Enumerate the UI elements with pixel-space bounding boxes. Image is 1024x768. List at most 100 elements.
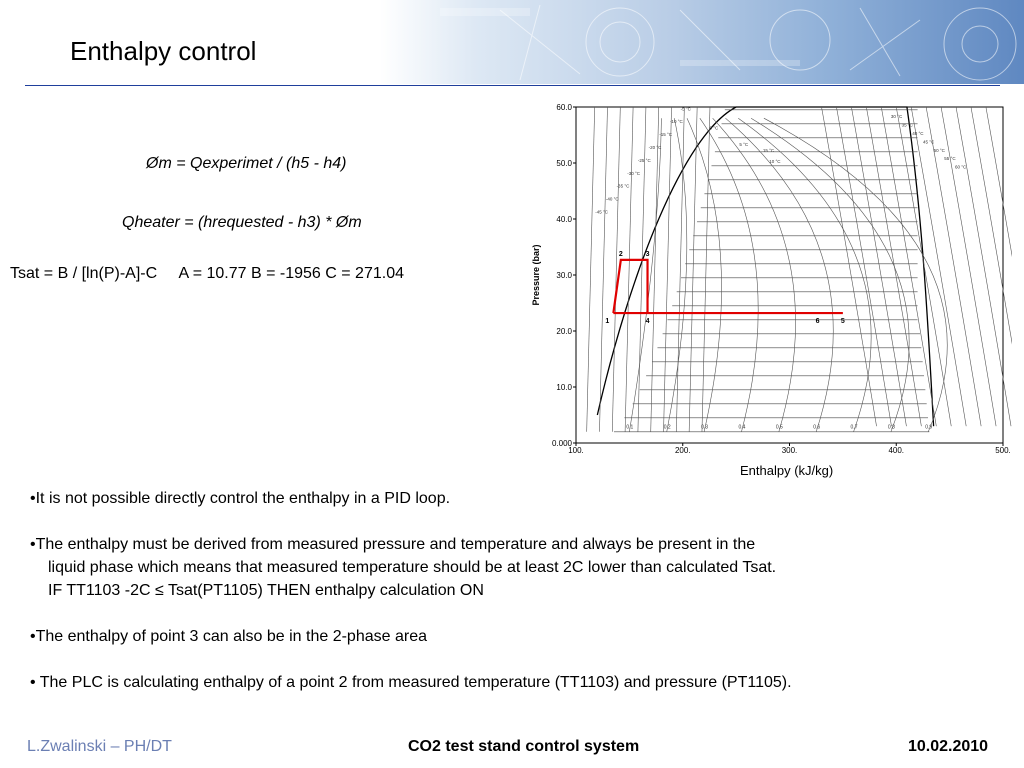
quality-label: 0.5 bbox=[776, 424, 783, 430]
title-divider bbox=[25, 85, 1000, 86]
isotherm-label: -5 °C bbox=[681, 106, 692, 111]
tsat-constants: A = 10.77 B = -1956 C = 271.04 bbox=[178, 265, 404, 282]
quality-label: 0.8 bbox=[888, 424, 895, 430]
x-tick-label: 400. bbox=[888, 446, 904, 455]
y-axis-label: Pressure (bar) bbox=[531, 244, 541, 305]
x-tick-label: 300. bbox=[782, 446, 798, 455]
footer-author: L.Zwalinski – PH/DT bbox=[27, 738, 172, 755]
isotherm-line bbox=[611, 106, 621, 432]
y-tick-label: 30.0 bbox=[556, 271, 572, 280]
isotherm-line bbox=[836, 106, 892, 427]
tsat-equation: Tsat = B / [ln(P)-A]-C bbox=[10, 265, 158, 282]
isotherm-label: 10 °C bbox=[769, 159, 781, 164]
bullet-4: • The PLC is calculating enthalpy of a p… bbox=[30, 674, 792, 691]
isotherm-line bbox=[940, 106, 997, 427]
saturation-dome bbox=[596, 106, 935, 427]
isotherm-label: 55 °C bbox=[944, 156, 956, 161]
cycle-path: 1 2 3 4 6 5 bbox=[605, 251, 845, 325]
cycle-point-label-1: 1 bbox=[605, 318, 609, 325]
heater-formula: Qheater = (hrequested - h3) * Øm bbox=[122, 214, 362, 231]
isotherm-line bbox=[624, 106, 634, 432]
isotherm-label: -25 °C bbox=[638, 158, 652, 163]
isotherm-label: -15 °C bbox=[659, 132, 673, 137]
diagram-background bbox=[573, 106, 1012, 446]
quality-line bbox=[686, 118, 722, 432]
bullet-1: •It is not possible directly control the… bbox=[30, 490, 451, 507]
y-tick-label: 0.000 bbox=[552, 439, 573, 448]
isotherm-label: 0 °C bbox=[709, 125, 719, 130]
cycle-point-label-3: 3 bbox=[646, 251, 650, 258]
isotherm-line bbox=[586, 106, 595, 432]
quality-label: 0.3 bbox=[701, 424, 708, 430]
quality-label: 0.2 bbox=[664, 424, 671, 430]
banner-pattern bbox=[440, 4, 1017, 81]
x-tick-label: 100. bbox=[568, 446, 584, 455]
isotherm-label: 50 °C bbox=[934, 148, 946, 153]
isotherm-line bbox=[688, 106, 698, 432]
slide-title: Enthalpy control bbox=[70, 36, 257, 66]
bullet-2-line-3: IF TT1103 -2C ≤ Tsat(PT1105) THEN enthal… bbox=[48, 582, 484, 599]
cycle-line bbox=[612, 258, 843, 315]
isotherm-label: -35 °C bbox=[617, 184, 631, 189]
isotherm-line bbox=[866, 106, 922, 427]
isotherm-label: 15 °C bbox=[763, 148, 775, 153]
y-tick-label: 50.0 bbox=[556, 159, 572, 168]
quality-label: 0.4 bbox=[738, 424, 745, 430]
isotherm-label: 40 °C bbox=[912, 131, 924, 136]
quality-line bbox=[712, 117, 796, 432]
isotherm-line bbox=[925, 106, 982, 427]
quality-line bbox=[750, 117, 910, 432]
y-tick-label: 60.0 bbox=[556, 103, 572, 112]
isotherm-line bbox=[663, 106, 672, 432]
cycle-point-label-4: 4 bbox=[646, 318, 650, 325]
isotherm-line bbox=[851, 106, 907, 427]
isotherm-label: -30 °C bbox=[627, 171, 641, 176]
quality-line bbox=[725, 117, 834, 432]
isotherm-label: 60 °C bbox=[955, 165, 967, 170]
isotherm-label: -10 °C bbox=[670, 119, 684, 124]
isotherm-label: 35 °C bbox=[902, 123, 914, 128]
diagram-axis-labels: 0.1 0.2 0.3 0.4 0.5 0.6 0.7 0.8 0.9 -45 °C -40 °C -… bbox=[531, 103, 1011, 455]
isotherm-line bbox=[910, 106, 967, 427]
isotherm-label: 5 °C bbox=[739, 142, 749, 147]
isotherm-label: 45 °C bbox=[923, 139, 935, 144]
bullet-list: •It is not possible directly control the… bbox=[30, 487, 990, 694]
bullet-3: •The enthalpy of point 3 can also be in … bbox=[30, 628, 427, 645]
isotherm-line bbox=[599, 106, 608, 432]
isotherm-line bbox=[821, 106, 877, 427]
y-tick-label: 40.0 bbox=[556, 215, 572, 224]
quality-label: 0.6 bbox=[813, 424, 820, 430]
y-tick-label: 10.0 bbox=[556, 383, 572, 392]
isotherm-line bbox=[701, 106, 711, 432]
isotherm-line bbox=[637, 106, 647, 432]
isotherm-line bbox=[955, 106, 1012, 427]
isotherm-line bbox=[881, 106, 937, 427]
isotherm-line bbox=[895, 106, 952, 427]
footer-date: 10.02.2010 bbox=[908, 738, 989, 755]
quality-line bbox=[738, 117, 872, 432]
x-tick-label: 200. bbox=[675, 446, 691, 455]
quality-line bbox=[666, 118, 688, 432]
isotherm-label: 30 °C bbox=[891, 114, 903, 119]
cycle-point-label-2: 2 bbox=[619, 251, 623, 258]
mass-flow-formula: Øm = Qexperimet / (h5 - h4) bbox=[146, 155, 347, 172]
header-banner bbox=[380, 0, 1024, 84]
isotherm-label: -40 °C bbox=[606, 197, 620, 202]
quality-label: 0.1 bbox=[626, 424, 633, 430]
footer-title: CO2 test stand control system bbox=[408, 738, 640, 755]
quality-line bbox=[629, 118, 662, 432]
isotherm-line bbox=[985, 106, 1012, 258]
quality-line bbox=[699, 118, 759, 432]
quality-label: 0.9 bbox=[925, 424, 932, 430]
isotherm-line bbox=[650, 106, 660, 432]
ph-diagram: 0.1 0.2 0.3 0.4 0.5 0.6 0.7 0.8 0.9 -45 °C -40 °C -… bbox=[531, 103, 1012, 455]
bullet-2-line-1: •The enthalpy must be derived from measu… bbox=[30, 536, 756, 553]
isotherm-line bbox=[970, 106, 1012, 345]
tsat-formula: Tsat = B / [ln(P)-A]-C A = 10.77 B = -19… bbox=[10, 265, 404, 283]
quality-label: 0.7 bbox=[851, 424, 858, 430]
x-axis-caption: Enthalpy (kJ/kg) bbox=[740, 463, 834, 478]
isotherm-label: -20 °C bbox=[649, 145, 663, 150]
y-tick-label: 20.0 bbox=[556, 327, 572, 336]
quality-line bbox=[763, 117, 948, 432]
cycle-point-label-5: 5 bbox=[841, 318, 845, 325]
